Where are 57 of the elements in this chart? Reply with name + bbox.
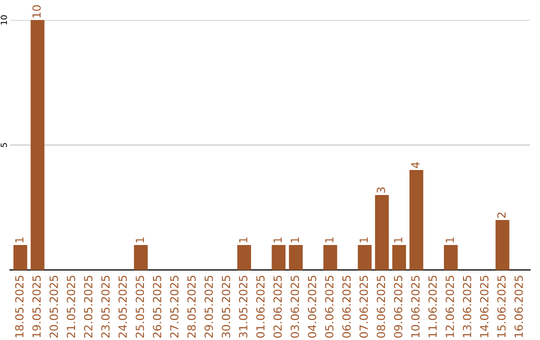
x-tick-label: 23.05.2025 — [101, 276, 110, 338]
data-label: 1 — [274, 238, 282, 242]
bar — [375, 194, 389, 270]
x-tick-label: 22.05.2025 — [84, 276, 92, 338]
data-label: 1 — [15, 238, 24, 242]
data-label: 1 — [290, 238, 299, 242]
x-tick-label: 10.06.2025 — [411, 276, 420, 338]
data-label: 3 — [376, 187, 386, 193]
bar — [134, 244, 148, 270]
x-tick-label: 16.06.2025 — [514, 276, 523, 338]
x-tick-label: 09.06.2025 — [394, 276, 402, 338]
bar — [392, 244, 406, 270]
bar — [30, 20, 44, 270]
x-tick-label: 28.05.2025 — [187, 276, 196, 338]
data-label: 10 — [32, 5, 41, 18]
x-tick-label: 08.06.2025 — [376, 276, 386, 338]
bar — [13, 244, 28, 270]
x-tick-label: 01.06.2025 — [256, 276, 265, 338]
x-tick-label: 29.05.2025 — [204, 276, 213, 338]
x-tick-label: 25.05.2025 — [136, 276, 144, 338]
data-label: 1 — [446, 238, 454, 242]
bar — [444, 244, 458, 270]
x-tick-label: 18.05.2025 — [15, 276, 24, 338]
bar — [409, 170, 424, 270]
x-tick-label: 02.06.2025 — [273, 276, 282, 338]
x-tick-label: 04.06.2025 — [308, 276, 316, 338]
x-tick-label: 20.05.2025 — [50, 276, 58, 338]
bar — [358, 244, 372, 270]
x-tick-label: 13.06.2025 — [462, 276, 472, 338]
data-label: 1 — [136, 238, 144, 242]
x-tick-label: 11.06.2025 — [428, 276, 437, 338]
x-tick-label: 14.06.2025 — [480, 276, 488, 338]
data-label: 1 — [239, 238, 248, 242]
x-tick-label: 19.05.2025 — [32, 276, 41, 338]
x-tick-label: 24.05.2025 — [118, 276, 127, 338]
x-tick-label: 07.06.2025 — [360, 276, 368, 338]
x-tick-label: 30.05.2025 — [222, 276, 230, 338]
x-tick-label: 06.06.2025 — [342, 276, 351, 338]
x-tick-label: 31.05.2025 — [238, 276, 248, 338]
x-tick-label: 03.06.2025 — [290, 276, 300, 338]
data-label: 2 — [497, 212, 506, 218]
data-label: 1 — [360, 238, 368, 242]
bar — [272, 244, 286, 270]
data-label: 1 — [394, 238, 402, 242]
bar — [496, 220, 510, 270]
data-label: 1 — [325, 238, 334, 242]
bar — [237, 244, 252, 270]
bar — [288, 244, 303, 270]
x-tick-label: 12.06.2025 — [446, 276, 454, 338]
y-tick-label: 5 — [0, 143, 7, 148]
bar — [323, 244, 338, 270]
x-tick-label: 27.05.2025 — [170, 276, 179, 338]
x-tick-label: 21.05.2025 — [66, 276, 76, 338]
data-label: 4 — [411, 162, 420, 168]
x-tick-label: 05.06.2025 — [325, 276, 334, 338]
x-tick-label: 26.05.2025 — [152, 276, 162, 338]
x-tick-label: 15.06.2025 — [497, 276, 506, 338]
